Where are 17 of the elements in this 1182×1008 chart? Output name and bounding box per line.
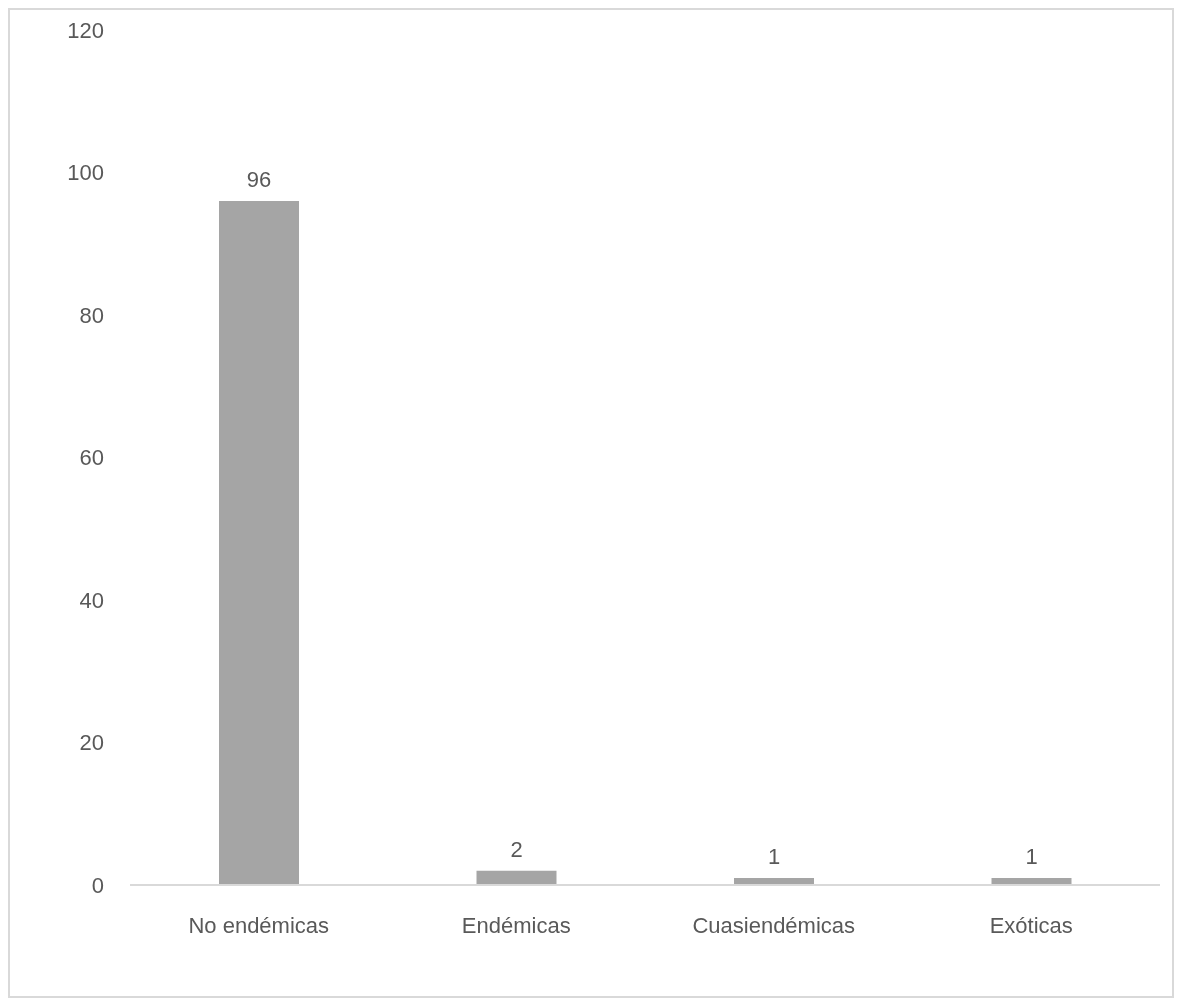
bar — [219, 201, 299, 885]
x-tick-label: Exóticas — [989, 912, 1073, 938]
x-tick-label: Endémicas — [461, 912, 571, 938]
y-tick-label: 60 — [79, 445, 104, 471]
y-tick-label: 80 — [79, 302, 104, 328]
x-tick-label: Cuasiendémicas — [692, 912, 856, 938]
y-tick-label: 0 — [91, 872, 104, 898]
y-tick-label: 20 — [79, 730, 104, 756]
data-label: 1 — [767, 843, 781, 869]
data-label: 2 — [510, 836, 523, 862]
data-label: 96 — [246, 167, 272, 192]
y-tick-label: 120 — [67, 17, 104, 43]
bar — [476, 870, 557, 885]
data-label: 1 — [1025, 843, 1038, 869]
x-tick-label: No endémicas — [188, 912, 330, 938]
y-tick-label: 40 — [79, 587, 104, 613]
y-tick-label: 100 — [67, 160, 104, 186]
